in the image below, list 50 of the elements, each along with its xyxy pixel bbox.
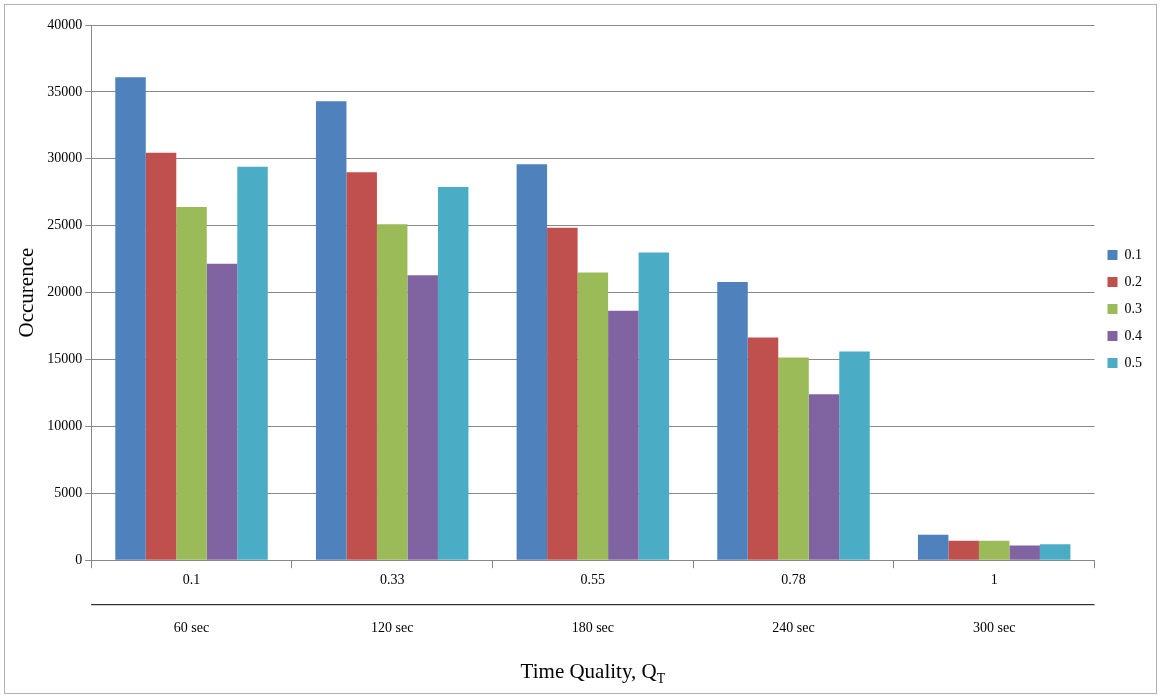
x-tick-label: 1 [990,572,998,588]
legend-label: 0.3 [1124,300,1142,316]
bar [638,252,670,560]
x-tick-label: 0.1 [182,572,201,588]
bar [346,172,377,560]
y-tick-label: 35000 [47,83,83,99]
bar [608,310,639,560]
y-tick-label: 30000 [47,150,83,166]
bar [176,206,207,560]
text: 60 sec [173,619,210,635]
bar [747,337,779,560]
y-axis-title: Occurence [14,247,39,338]
y-tick-label: 20000 [47,284,83,300]
bar [115,77,146,560]
text: 240 sec [772,619,815,635]
text: 120 sec [370,619,414,635]
bar [145,152,177,560]
y-tick-label: 40000 [47,16,83,32]
bar [917,534,949,560]
bar [206,263,238,560]
legend-label: 0.5 [1124,354,1142,370]
bar [577,272,609,560]
x-tick-label: 0.33 [379,572,405,588]
bar [1039,544,1071,560]
legend-label: 0.4 [1124,327,1142,343]
y-tick-label: 5000 [54,484,83,500]
text: 300 sec [972,619,1016,635]
bar [376,224,408,560]
bar [839,351,870,560]
bar [808,394,840,560]
legend-label: 0.1 [1124,246,1142,262]
bar [407,275,438,560]
y-tick-label: 0 [75,551,83,567]
bar [437,186,469,560]
x-tick-label: 0.78 [781,572,806,588]
bar [717,281,748,560]
text: 180 sec [571,619,615,635]
bar [778,357,809,560]
bar [1009,545,1040,560]
bar [978,540,1010,560]
bar [948,540,979,560]
y-tick-label: 25000 [47,217,83,233]
bar [547,227,578,560]
bar [237,166,268,560]
x-tick-label: 0.55 [580,572,606,588]
y-tick-label: 10000 [47,418,83,434]
bar [315,101,347,560]
legend-label: 0.2 [1124,273,1142,289]
bar [516,164,548,560]
y-tick-label: 15000 [47,351,83,367]
